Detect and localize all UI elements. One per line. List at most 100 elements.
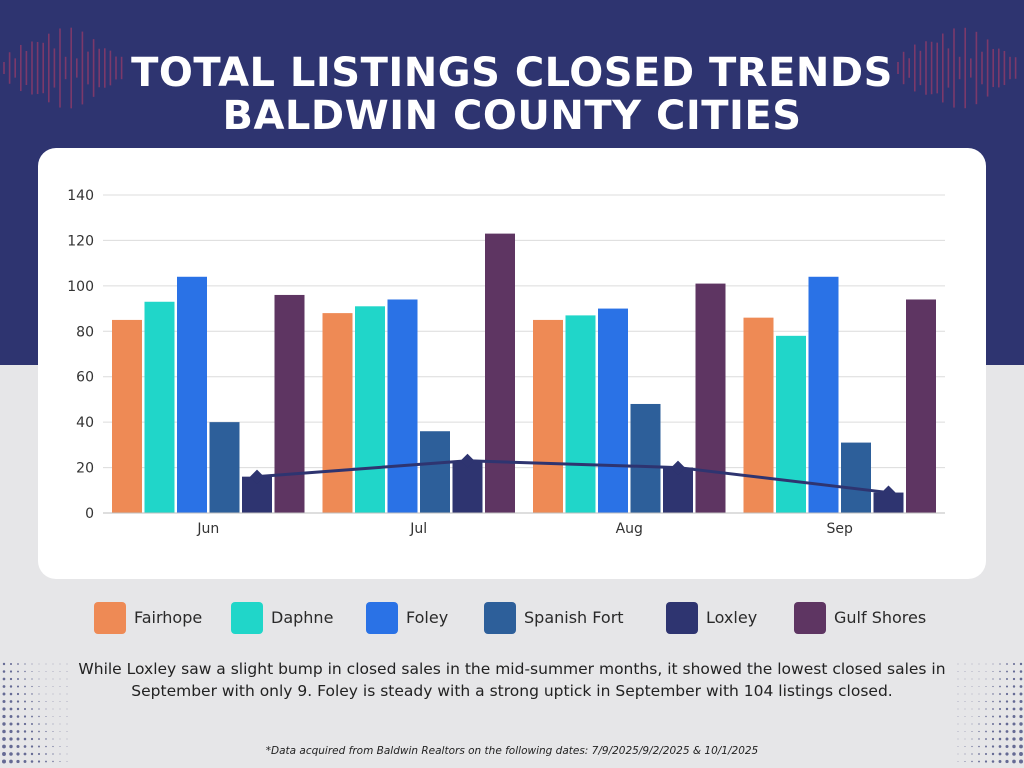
legend-swatch	[231, 602, 263, 634]
dot	[66, 701, 68, 702]
dot	[2, 699, 6, 704]
bar-loxley-aug	[663, 467, 693, 513]
dot	[999, 700, 1001, 703]
bar-daphne-sep	[776, 335, 806, 513]
dot	[45, 701, 47, 702]
dot	[23, 707, 27, 711]
dot	[23, 745, 27, 748]
dot	[59, 708, 61, 710]
dot	[59, 671, 61, 672]
chart-legend: Fairhope Daphne Foley Spanish Fort Loxley Gul…	[0, 600, 1024, 640]
dot	[1005, 730, 1009, 733]
x-tick-label: Aug	[616, 521, 643, 537]
legend-swatch	[794, 602, 826, 634]
dot	[2, 752, 6, 756]
dot	[9, 715, 13, 718]
dot	[45, 686, 47, 687]
dot	[991, 730, 995, 733]
dot	[984, 760, 988, 763]
dot	[1012, 722, 1016, 726]
dot	[31, 663, 33, 665]
dot	[66, 678, 68, 680]
dot	[971, 723, 973, 725]
dot	[957, 663, 959, 665]
dot	[16, 744, 20, 749]
dot	[2, 729, 6, 734]
bar-fairhope-aug	[533, 319, 563, 513]
dot	[2, 744, 6, 749]
dot	[957, 686, 959, 687]
dot	[1019, 714, 1023, 719]
dot	[971, 701, 973, 702]
dot	[31, 700, 33, 703]
dot	[1012, 737, 1016, 741]
dot	[957, 678, 959, 680]
dot	[24, 663, 26, 665]
dot	[38, 686, 40, 687]
dot	[2, 670, 6, 673]
dot	[38, 700, 40, 703]
dot	[971, 663, 973, 665]
dot	[52, 738, 54, 740]
dot	[52, 745, 54, 748]
dot	[9, 677, 13, 681]
dot	[957, 671, 959, 672]
dot	[45, 745, 47, 748]
dot	[971, 678, 973, 680]
dot	[957, 738, 959, 740]
trendline-marker	[671, 460, 685, 475]
dot	[38, 738, 40, 740]
dot	[23, 715, 27, 718]
dot	[17, 670, 19, 673]
dot	[16, 715, 20, 718]
dot	[2, 722, 6, 726]
page-title-line-1: TOTAL LISTINGS CLOSED TRENDS	[131, 50, 893, 96]
dot	[23, 722, 27, 726]
dot	[957, 716, 959, 717]
dot	[957, 731, 959, 732]
dot	[66, 693, 68, 695]
dot	[998, 760, 1002, 763]
dot	[2, 714, 6, 719]
dot	[998, 715, 1002, 718]
dot	[37, 752, 41, 756]
dot	[38, 693, 40, 695]
data-source-footnote: *Data acquired from Baldwin Realtors on …	[265, 745, 759, 757]
dot	[957, 723, 959, 725]
dot	[52, 693, 54, 695]
dot	[59, 663, 61, 665]
dot	[16, 707, 20, 711]
dot	[30, 737, 34, 741]
dot	[964, 686, 966, 687]
dot	[984, 752, 988, 756]
dot	[59, 678, 61, 680]
dot	[59, 738, 61, 740]
dot	[1006, 670, 1008, 673]
bar-loxley-sep	[873, 492, 904, 513]
dot	[978, 663, 980, 665]
dot	[9, 670, 13, 673]
dot	[964, 663, 966, 665]
dot	[991, 737, 995, 741]
dot	[52, 663, 54, 665]
x-tick-label: Sep	[827, 521, 854, 537]
dot	[971, 738, 973, 740]
dot	[957, 693, 959, 695]
dot	[992, 693, 994, 695]
x-tick-label: Jul	[409, 521, 427, 537]
dot	[1012, 729, 1016, 734]
dot	[991, 752, 995, 756]
dot	[1005, 685, 1009, 688]
dot	[52, 678, 54, 680]
bar-daphne-jun	[144, 301, 175, 513]
dot	[964, 678, 966, 680]
dot	[9, 722, 13, 726]
dot	[964, 731, 966, 732]
dot	[2, 662, 6, 666]
dot	[2, 692, 6, 696]
sound-wave-decoration-right	[897, 27, 1017, 109]
dot	[66, 746, 68, 747]
dot	[978, 730, 980, 733]
bar-gulf-shores-jul	[485, 233, 515, 513]
dot	[971, 693, 973, 695]
